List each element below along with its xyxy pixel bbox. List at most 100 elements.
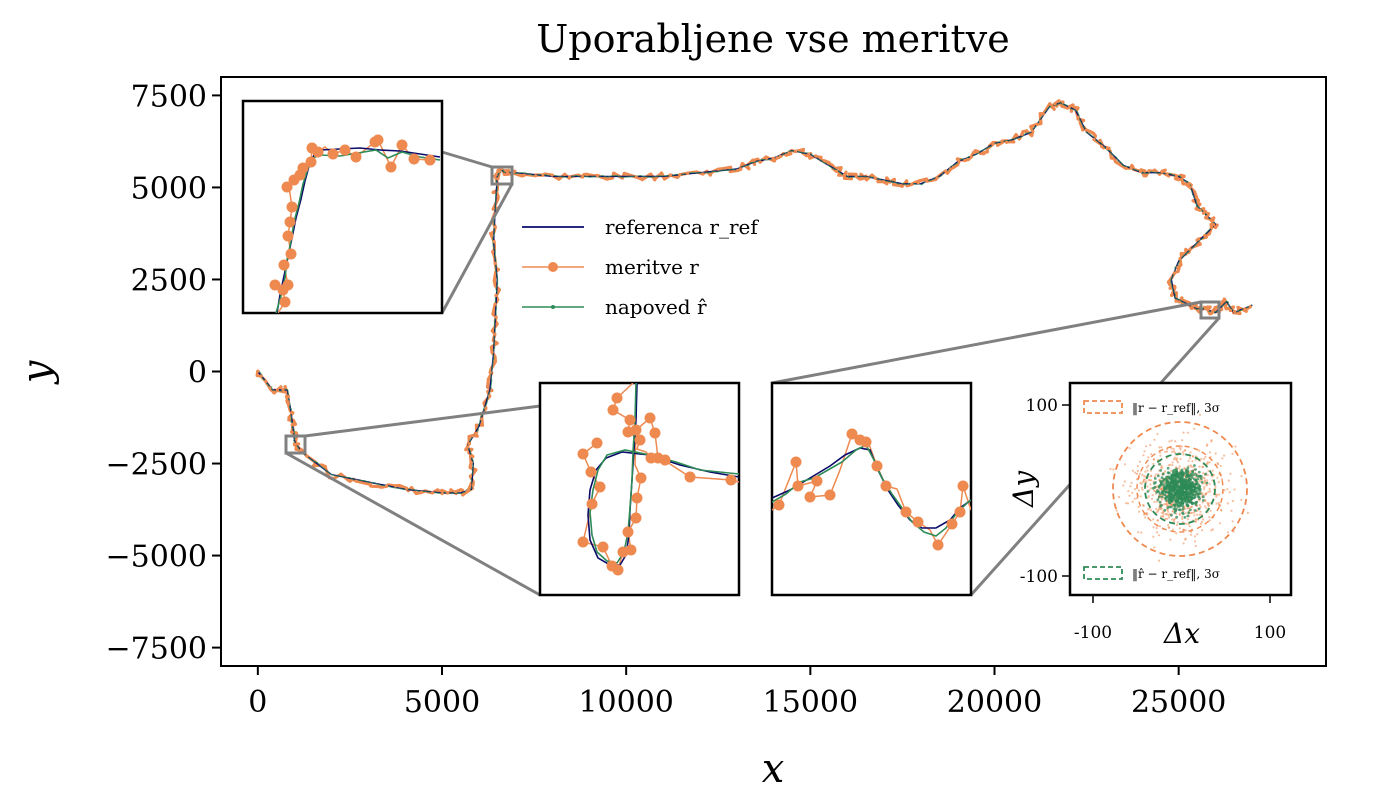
inset-meritve-point (624, 414, 636, 426)
inset-meritve-point (880, 480, 892, 492)
meritve-point (1098, 138, 1102, 142)
inset-meritve-point (860, 436, 872, 448)
legend-label-meritve: meritve r (605, 255, 699, 279)
meas-error-point (1188, 457, 1192, 460)
meas-error-point (1211, 469, 1214, 472)
meas-error-point (1150, 487, 1153, 490)
meas-error-point (1171, 510, 1174, 513)
meas-error-point (1229, 472, 1232, 475)
meas-error-point (1181, 517, 1184, 521)
meas-error-point (1216, 476, 1219, 479)
pred-error-point (1189, 496, 1192, 500)
meas-error-point (1207, 504, 1210, 507)
inset-meritve-point (871, 460, 883, 472)
meritve-point (969, 155, 974, 159)
meritve-point (494, 293, 498, 298)
pred-error-point (1199, 474, 1203, 478)
pred-error-point (1156, 474, 1160, 478)
meas-error-point (1200, 520, 1203, 524)
meas-error-point (1207, 490, 1210, 493)
inset-meritve-point (585, 466, 597, 478)
meritve-point (1076, 115, 1080, 119)
meritve-point (1172, 271, 1177, 275)
x-tick-label: 25000 (1131, 685, 1226, 720)
meritve-point (405, 486, 409, 490)
meas-error-point (1217, 501, 1220, 505)
meritve-point (494, 172, 498, 176)
meas-error-point (1219, 464, 1222, 468)
meas-error-point (1214, 452, 1217, 455)
meritve-point (1084, 128, 1088, 132)
pred-error-point (1166, 471, 1170, 475)
meritve-point (1178, 257, 1182, 261)
meritve-point (496, 177, 500, 181)
y-axis-label: y (14, 359, 60, 385)
meritve-point (489, 231, 493, 236)
inset-meritve-point (630, 512, 642, 524)
meas-error-point (1210, 529, 1213, 532)
meritve-point (826, 161, 830, 165)
meas-error-point (1145, 466, 1148, 469)
circle-measurement-3sigma (1112, 421, 1248, 557)
meas-error-point (1198, 480, 1201, 483)
meritve-point (985, 150, 989, 154)
pred-error-point (1175, 467, 1178, 471)
meas-error-point (1186, 518, 1190, 521)
meas-error-point (1158, 534, 1161, 537)
meritve-point (1105, 146, 1110, 151)
meas-error-point (1203, 485, 1206, 489)
meas-error-point (1190, 465, 1193, 468)
meritve-point (1076, 106, 1080, 110)
meas-error-point (1160, 466, 1163, 469)
pred-error-point (1169, 478, 1173, 481)
pred-error-point (1189, 508, 1192, 512)
meas-error-point (1184, 449, 1187, 452)
meas-error-point (1198, 465, 1201, 468)
pred-error-point (1162, 489, 1166, 493)
meas-error-point (1160, 446, 1163, 449)
meas-error-point (1193, 511, 1196, 514)
meas-error-point (1218, 522, 1221, 525)
pred-error-point (1192, 477, 1196, 481)
meritve-point (1209, 225, 1214, 230)
inset-meritve-point (577, 448, 589, 460)
pred-error-point (1181, 472, 1184, 476)
meritve-point (275, 388, 279, 392)
meritve-point (491, 207, 495, 211)
meritve-point (440, 491, 444, 496)
meritve-point (491, 190, 495, 194)
meas-error-point (1171, 518, 1174, 521)
meas-error-point (1187, 507, 1190, 510)
meas-error-point (1139, 495, 1142, 498)
inset-meritve-point (282, 279, 294, 291)
meritve-point (991, 140, 995, 145)
pred-error-point (1187, 511, 1191, 515)
meas-error-point (1137, 489, 1140, 492)
pred-error-point (1194, 468, 1197, 471)
meas-error-point (1196, 513, 1199, 516)
meas-error-point (1171, 464, 1174, 467)
meritve-point (491, 250, 495, 254)
meritve-point (1160, 170, 1164, 174)
meritve-point (470, 447, 474, 451)
meas-error-point (1152, 526, 1155, 529)
meritve-point (701, 172, 705, 176)
inset-meritve-point (408, 153, 420, 165)
pred-error-point (1194, 486, 1198, 490)
meritve-point (495, 341, 499, 345)
meas-error-point (1149, 444, 1152, 447)
pred-error-point (1174, 478, 1178, 482)
meas-error-point (1164, 470, 1167, 473)
meritve-point (842, 176, 847, 180)
meritve-point (1206, 308, 1210, 312)
meritve-point (1176, 265, 1180, 270)
pred-error-point (1165, 477, 1168, 481)
inset-meritve-point (630, 424, 642, 436)
meritve-point (283, 385, 287, 389)
meas-error-point (1153, 546, 1156, 549)
meas-error-point (1117, 495, 1121, 499)
pred-error-point (1158, 500, 1162, 504)
meas-error-point (1220, 478, 1223, 481)
inset-meritve-point (611, 392, 623, 404)
meritve-point (1014, 133, 1018, 137)
